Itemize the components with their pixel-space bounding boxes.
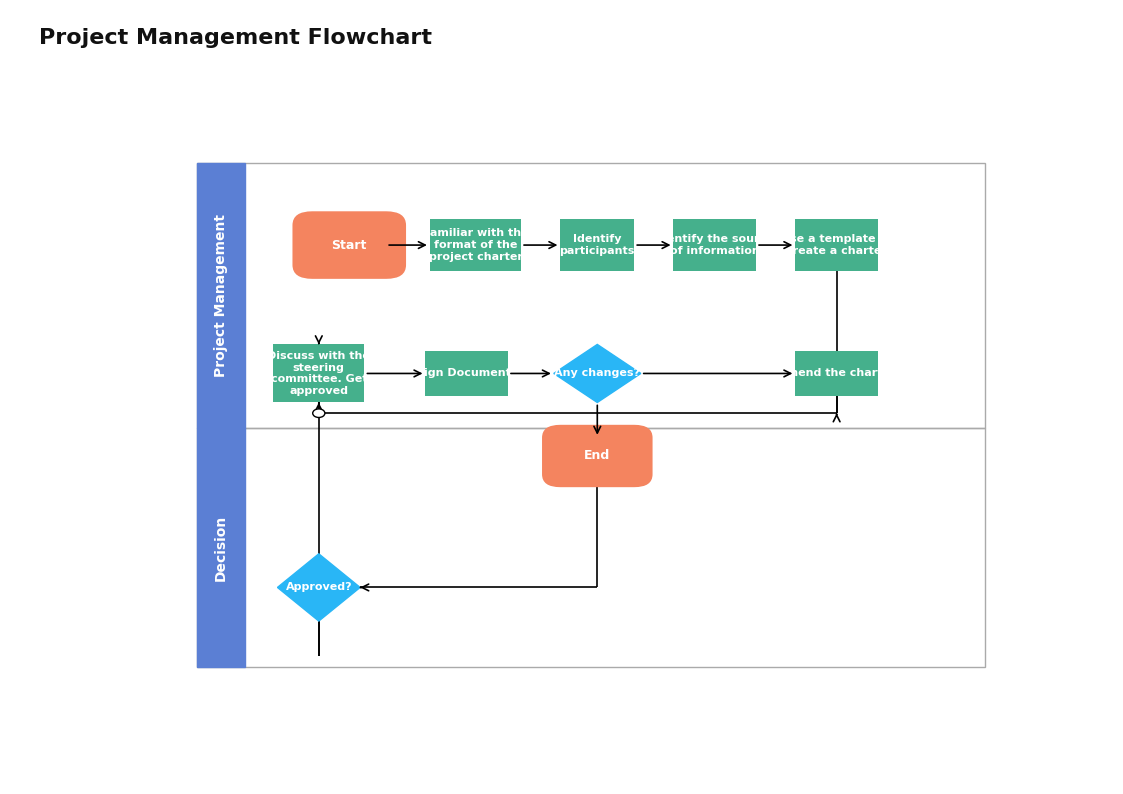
Text: Any changes?: Any changes? xyxy=(555,368,640,379)
Text: Discuss with the
steering
committee. Get
approved: Discuss with the steering committee. Get… xyxy=(267,351,371,396)
Text: Identify the source
of information: Identify the source of information xyxy=(656,234,774,256)
Text: Project Management: Project Management xyxy=(213,214,228,377)
Text: Sign Documents: Sign Documents xyxy=(416,368,518,379)
Polygon shape xyxy=(277,554,360,621)
Text: Project Management Flowchart: Project Management Flowchart xyxy=(39,28,432,48)
Bar xyxy=(795,219,878,271)
Text: Approved?: Approved? xyxy=(285,583,353,592)
Text: Decision: Decision xyxy=(213,515,228,581)
Text: Use a template to
create a charter: Use a template to create a charter xyxy=(780,234,893,256)
Text: Familiar with the
format of the
project charter: Familiar with the format of the project … xyxy=(422,229,528,262)
Bar xyxy=(197,163,245,429)
Bar xyxy=(197,163,985,429)
Text: End: End xyxy=(584,449,611,462)
Bar xyxy=(430,219,521,271)
Circle shape xyxy=(312,409,325,418)
Text: Start: Start xyxy=(331,238,367,252)
Bar xyxy=(674,219,756,271)
Bar xyxy=(197,429,245,667)
Text: Identify
participants: Identify participants xyxy=(559,234,634,256)
Bar xyxy=(426,350,508,396)
FancyBboxPatch shape xyxy=(292,211,407,279)
Bar xyxy=(197,429,985,667)
FancyBboxPatch shape xyxy=(542,425,652,488)
Bar xyxy=(560,219,634,271)
Bar xyxy=(795,350,878,396)
Text: Amend the charter: Amend the charter xyxy=(778,368,895,379)
Polygon shape xyxy=(554,345,641,403)
Bar xyxy=(273,345,365,403)
